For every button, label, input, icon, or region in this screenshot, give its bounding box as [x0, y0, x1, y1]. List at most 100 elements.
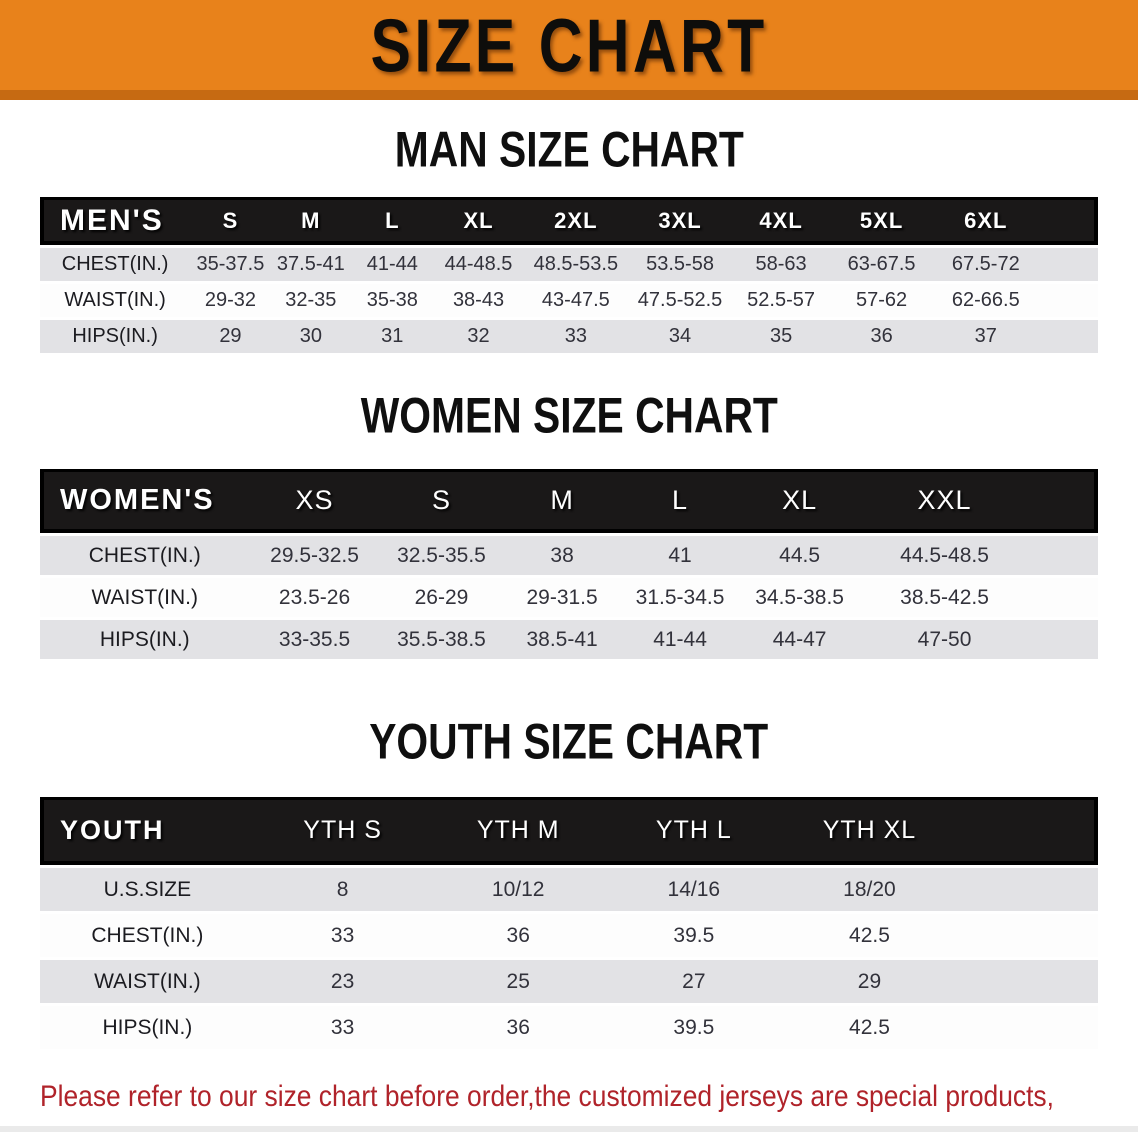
measure-row-label: CHEST(IN.): [40, 914, 255, 957]
men-row-chest-in: CHEST(IN.) 35-37.5 37.5-41 41-44 44-48.5 48.5…: [40, 248, 1098, 281]
size-value-cell: 33: [523, 320, 629, 353]
size-value-cell: 27: [606, 960, 782, 1003]
men-row-waist-in: WAIST(IN.) 29-32 32-35 35-38 38-43 43-47.5 47.…: [40, 284, 1098, 317]
measure-row-label: HIPS(IN.): [40, 320, 191, 353]
men-size-table-wrap: MEN'S S M L XL 2XL 3XL 4XL 5XL 6XL CHEST(IN.) 35-37…: [40, 194, 1098, 356]
size-value-cell: 48.5-53.5: [523, 248, 629, 281]
size-value-cell: 32-35: [270, 284, 352, 317]
size-value-cell: 38.5-41: [503, 620, 621, 659]
banner-title: SIZE CHART: [370, 3, 768, 88]
size-value-cell: 67.5-72: [932, 248, 1039, 281]
men-table-label: MEN'S: [40, 197, 191, 245]
size-value-cell: 31: [351, 320, 434, 353]
bottom-strip: [0, 1126, 1138, 1132]
measure-row-label: WAIST(IN.): [40, 578, 250, 617]
size-value-cell: 29-31.5: [503, 578, 621, 617]
size-value-cell: 34.5-38.5: [739, 578, 860, 617]
size-value-cell: 23.5-26: [249, 578, 380, 617]
size-value-cell: 35: [731, 320, 831, 353]
youth-row-hips-in: HIPS(IN.) 33 36 39.5 42.5: [40, 1006, 1098, 1049]
banner: SIZE CHART: [0, 0, 1138, 100]
size-value-cell: 36: [830, 320, 933, 353]
men-section: MAN SIZE CHART MEN'S S M L XL 2XL 3XL 4XL 5XL 6XL…: [0, 124, 1138, 356]
size-value-cell: 31.5-34.5: [620, 578, 740, 617]
size-value-cell: 18/20: [781, 868, 958, 911]
spacer-cell: [957, 960, 1098, 1003]
youth-row-waist-in: WAIST(IN.) 23 25 27 29: [40, 960, 1098, 1003]
size-value-cell: 44-47: [739, 620, 860, 659]
size-value-cell: 41-44: [351, 248, 434, 281]
size-value-cell: 29.5-32.5: [249, 536, 380, 575]
spacer-cell: [957, 868, 1098, 911]
women-header-row: WOMEN'S XS S M L XL XXL: [40, 469, 1098, 533]
size-column-header: XL: [433, 197, 524, 245]
measure-row-label: HIPS(IN.): [40, 620, 250, 659]
measure-row-label: U.S.SIZE: [40, 868, 255, 911]
youth-size-table-wrap: YOUTH YTH S YTH M YTH L YTH XL U.S.SIZE 8 10/12…: [40, 794, 1098, 1052]
size-value-cell: 32: [433, 320, 524, 353]
size-value-cell: 29: [190, 320, 271, 353]
size-value-cell: 29-32: [190, 284, 271, 317]
size-column-header: XS: [249, 469, 380, 533]
size-value-cell: 58-63: [731, 248, 831, 281]
spacer-cell: [1029, 578, 1098, 617]
size-column-header: L: [620, 469, 740, 533]
size-value-cell: 52.5-57: [731, 284, 831, 317]
size-column-header: 5XL: [830, 197, 933, 245]
disclaimer: Please refer to our size chart before or…: [40, 1074, 1138, 1132]
size-column-header: S: [379, 469, 504, 533]
spacer-cell: [1029, 469, 1098, 533]
measure-row-label: WAIST(IN.): [40, 284, 191, 317]
size-value-cell: 38-43: [433, 284, 524, 317]
size-value-cell: 33-35.5: [249, 620, 380, 659]
size-value-cell: 33: [254, 914, 431, 957]
youth-table-label: YOUTH: [40, 797, 255, 865]
women-table-label: WOMEN'S: [40, 469, 250, 533]
youth-header-row: YOUTH YTH S YTH M YTH L YTH XL: [40, 797, 1098, 865]
size-column-header: M: [270, 197, 352, 245]
spacer-cell: [957, 797, 1098, 865]
size-value-cell: 38: [503, 536, 621, 575]
size-value-cell: 8: [254, 868, 431, 911]
size-value-cell: 53.5-58: [628, 248, 732, 281]
size-column-header: YTH M: [430, 797, 607, 865]
women-size-table-wrap: WOMEN'S XS S M L XL XXL CHEST(IN.) 29.5-32.5 32.5…: [40, 466, 1098, 662]
men-row-hips-in: HIPS(IN.) 29 30 31 32 33 34 35 36 37: [40, 320, 1098, 353]
size-value-cell: 37: [932, 320, 1039, 353]
women-size-table: WOMEN'S XS S M L XL XXL CHEST(IN.) 29.5-32.5 32.5…: [40, 466, 1098, 662]
spacer-cell: [1038, 284, 1098, 317]
measure-row-label: CHEST(IN.): [40, 248, 191, 281]
size-value-cell: 36: [430, 1006, 607, 1049]
spacer-cell: [957, 1006, 1098, 1049]
size-value-cell: 10/12: [430, 868, 607, 911]
size-column-header: XXL: [859, 469, 1030, 533]
spacer-cell: [1029, 620, 1098, 659]
size-value-cell: 35-37.5: [190, 248, 271, 281]
women-row-hips-in: HIPS(IN.) 33-35.5 35.5-38.5 38.5-41 41-44 44-…: [40, 620, 1098, 659]
size-value-cell: 25: [430, 960, 607, 1003]
size-value-cell: 44.5-48.5: [859, 536, 1030, 575]
youth-size-table: YOUTH YTH S YTH M YTH L YTH XL U.S.SIZE 8 10/12…: [40, 794, 1098, 1052]
size-column-header: 2XL: [523, 197, 629, 245]
size-value-cell: 44.5: [739, 536, 860, 575]
size-value-cell: 30: [270, 320, 352, 353]
size-value-cell: 35.5-38.5: [379, 620, 504, 659]
size-value-cell: 43-47.5: [523, 284, 629, 317]
spacer-cell: [1038, 248, 1098, 281]
size-column-header: S: [190, 197, 271, 245]
size-column-header: 4XL: [731, 197, 831, 245]
size-value-cell: 23: [254, 960, 431, 1003]
measure-row-label: WAIST(IN.): [40, 960, 255, 1003]
women-section-heading: WOMEN SIZE CHART: [360, 388, 778, 445]
size-value-cell: 44-48.5: [433, 248, 524, 281]
size-value-cell: 42.5: [781, 1006, 958, 1049]
spacer-cell: [1038, 320, 1098, 353]
size-column-header: 3XL: [628, 197, 732, 245]
size-value-cell: 35-38: [351, 284, 434, 317]
youth-section: YOUTH SIZE CHART YOUTH YTH S YTH M YTH L YTH…: [0, 716, 1138, 1052]
size-value-cell: 47-50: [859, 620, 1030, 659]
size-value-cell: 41-44: [620, 620, 740, 659]
spacer-cell: [1038, 197, 1098, 245]
size-value-cell: 39.5: [606, 914, 782, 957]
